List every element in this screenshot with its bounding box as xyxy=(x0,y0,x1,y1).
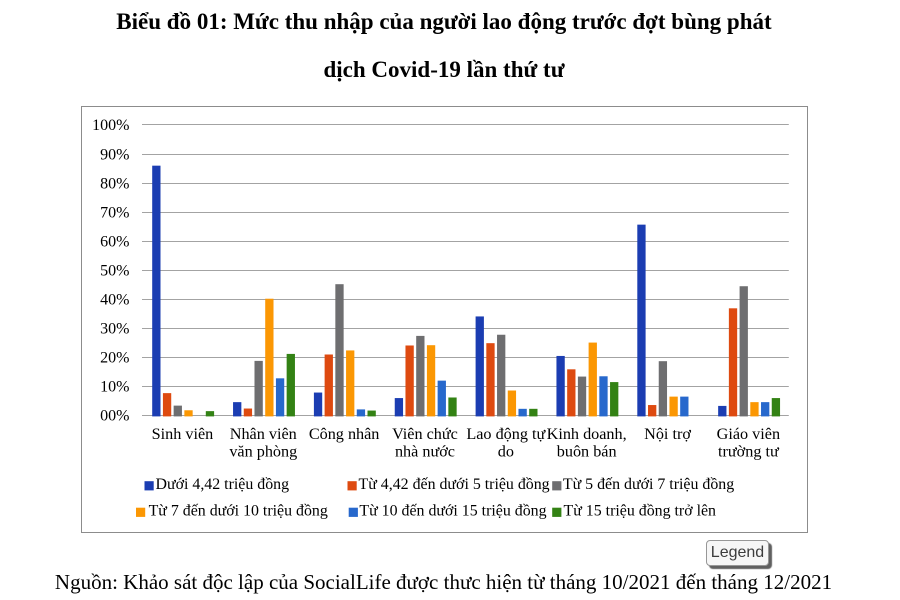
svg-text:Kinh doanh,: Kinh doanh, xyxy=(547,425,627,443)
svg-text:40%: 40% xyxy=(100,292,129,309)
svg-text:Từ 10 đến dưới 15 triệu đồng: Từ 10 đến dưới 15 triệu đồng xyxy=(359,503,546,520)
svg-text:70%: 70% xyxy=(100,204,129,221)
svg-text:Nhân viên: Nhân viên xyxy=(230,425,297,443)
svg-text:Lao động tự: Lao động tự xyxy=(466,425,546,443)
svg-text:nhà nước: nhà nước xyxy=(395,443,455,461)
svg-text:Viên chức: Viên chức xyxy=(392,425,458,443)
svg-text:Từ 5 đến dưới 7 triệu đồng: Từ 5 đến dưới 7 triệu đồng xyxy=(563,476,734,493)
svg-text:Sinh viên: Sinh viên xyxy=(152,425,214,443)
svg-text:20%: 20% xyxy=(100,350,129,367)
svg-text:do: do xyxy=(498,443,514,461)
svg-text:Dưới 4,42 triệu đồng: Dưới 4,42 triệu đồng xyxy=(156,476,290,493)
svg-text:50%: 50% xyxy=(100,262,129,279)
svg-text:Nội trợ: Nội trợ xyxy=(644,425,691,443)
svg-text:90%: 90% xyxy=(100,146,129,163)
svg-text:10%: 10% xyxy=(100,379,129,396)
svg-text:Giáo viên: Giáo viên xyxy=(717,425,780,443)
svg-text:80%: 80% xyxy=(100,175,129,192)
svg-text:buôn bán: buôn bán xyxy=(557,443,617,461)
svg-text:60%: 60% xyxy=(100,233,129,250)
svg-text:Từ 15 triệu đồng trở lên: Từ 15 triệu đồng trở lên xyxy=(564,503,717,520)
svg-text:Từ 4,42 đến dưới 5 triệu đồng: Từ 4,42 đến dưới 5 triệu đồng xyxy=(359,476,550,493)
svg-text:trường tư: trường tư xyxy=(718,443,780,461)
svg-text:00%: 00% xyxy=(100,408,129,425)
svg-text:văn phòng: văn phòng xyxy=(229,443,297,461)
svg-text:30%: 30% xyxy=(100,321,129,338)
svg-text:Từ 7 đến dưới 10 triệu đồng: Từ 7 đến dưới 10 triệu đồng xyxy=(149,503,328,520)
svg-text:Công nhân: Công nhân xyxy=(309,425,380,443)
svg-text:100%: 100% xyxy=(92,117,129,134)
